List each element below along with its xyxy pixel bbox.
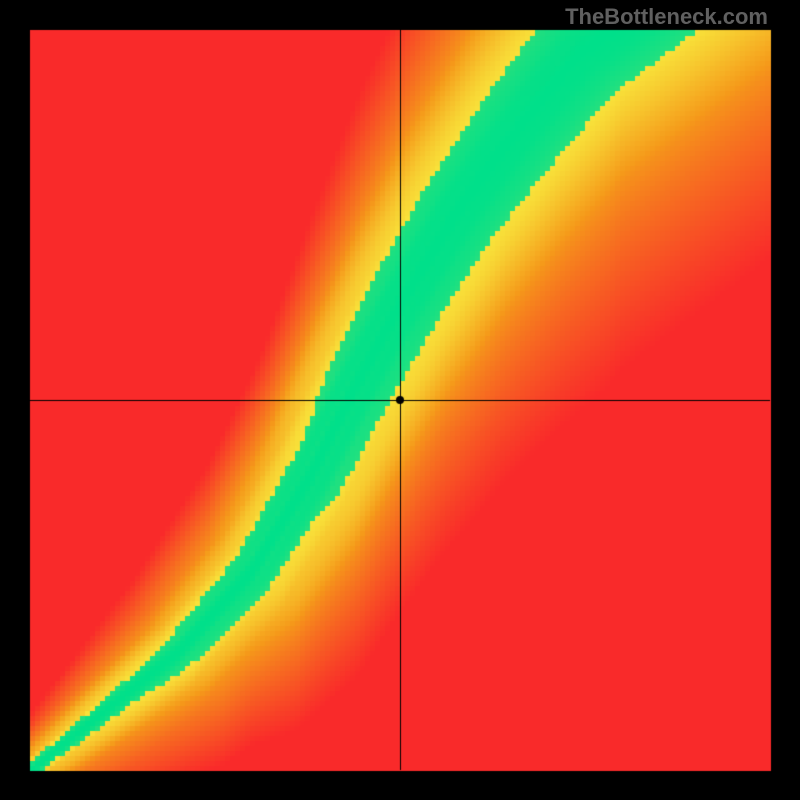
- watermark-text: TheBottleneck.com: [565, 4, 768, 30]
- chart-container: { "canvas": { "width": 800, "height": 80…: [0, 0, 800, 800]
- bottleneck-heatmap: [0, 0, 800, 800]
